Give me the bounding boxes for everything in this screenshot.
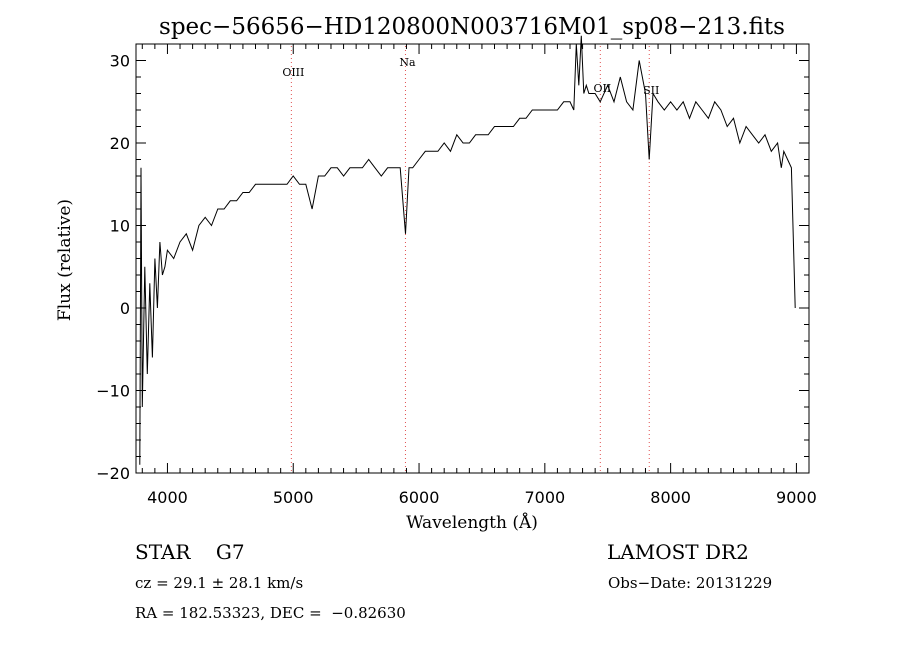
x-tick-label: 5000 bbox=[273, 488, 314, 507]
x-tick-label: 4000 bbox=[147, 488, 188, 507]
x-tick-label: 6000 bbox=[399, 488, 440, 507]
y-tick-label: −20 bbox=[96, 464, 130, 483]
survey-name: LAMOST DR2 bbox=[607, 540, 749, 564]
y-axis-label: Flux (relative) bbox=[55, 199, 75, 321]
y-tick-label: 0 bbox=[120, 299, 130, 318]
object-type: STAR G7 bbox=[135, 540, 245, 564]
x-tick-label: 7000 bbox=[524, 488, 565, 507]
spectrum-series bbox=[139, 35, 796, 465]
y-tick-label: 20 bbox=[110, 134, 130, 153]
x-tick-label: 8000 bbox=[650, 488, 691, 507]
spectral-line-label: Na bbox=[399, 56, 416, 69]
y-axis-label-group: Flux (relative) bbox=[55, 199, 75, 321]
x-axis-label: Wavelength (Å) bbox=[406, 512, 538, 533]
plot-frame bbox=[135, 43, 810, 474]
y-tick-label: 10 bbox=[110, 217, 130, 236]
y-tick-label: 30 bbox=[110, 52, 130, 71]
observation-date: Obs−Date: 20131229 bbox=[608, 574, 773, 592]
x-tick-label: 9000 bbox=[776, 488, 817, 507]
spectral-line-label: OII bbox=[593, 82, 611, 95]
y-tick-label: −10 bbox=[96, 382, 130, 401]
axis-ticks: 4000 5000 6000 7000 8000 9000 −20 −10 0 10 20 30 bbox=[96, 43, 817, 507]
spectral-lines: OIII Na OII SII bbox=[282, 46, 659, 471]
spectrum-line bbox=[139, 35, 796, 465]
spectral-line-label: SII bbox=[643, 84, 659, 97]
chart-title: spec−56656−HD120800N003716M01_sp08−213.f… bbox=[159, 14, 785, 40]
coordinates: RA = 182.53323, DEC = −0.82630 bbox=[135, 604, 406, 622]
spectral-line-label: OIII bbox=[282, 66, 304, 79]
redshift-velocity: cz = 29.1 ± 28.1 km/s bbox=[135, 574, 304, 592]
